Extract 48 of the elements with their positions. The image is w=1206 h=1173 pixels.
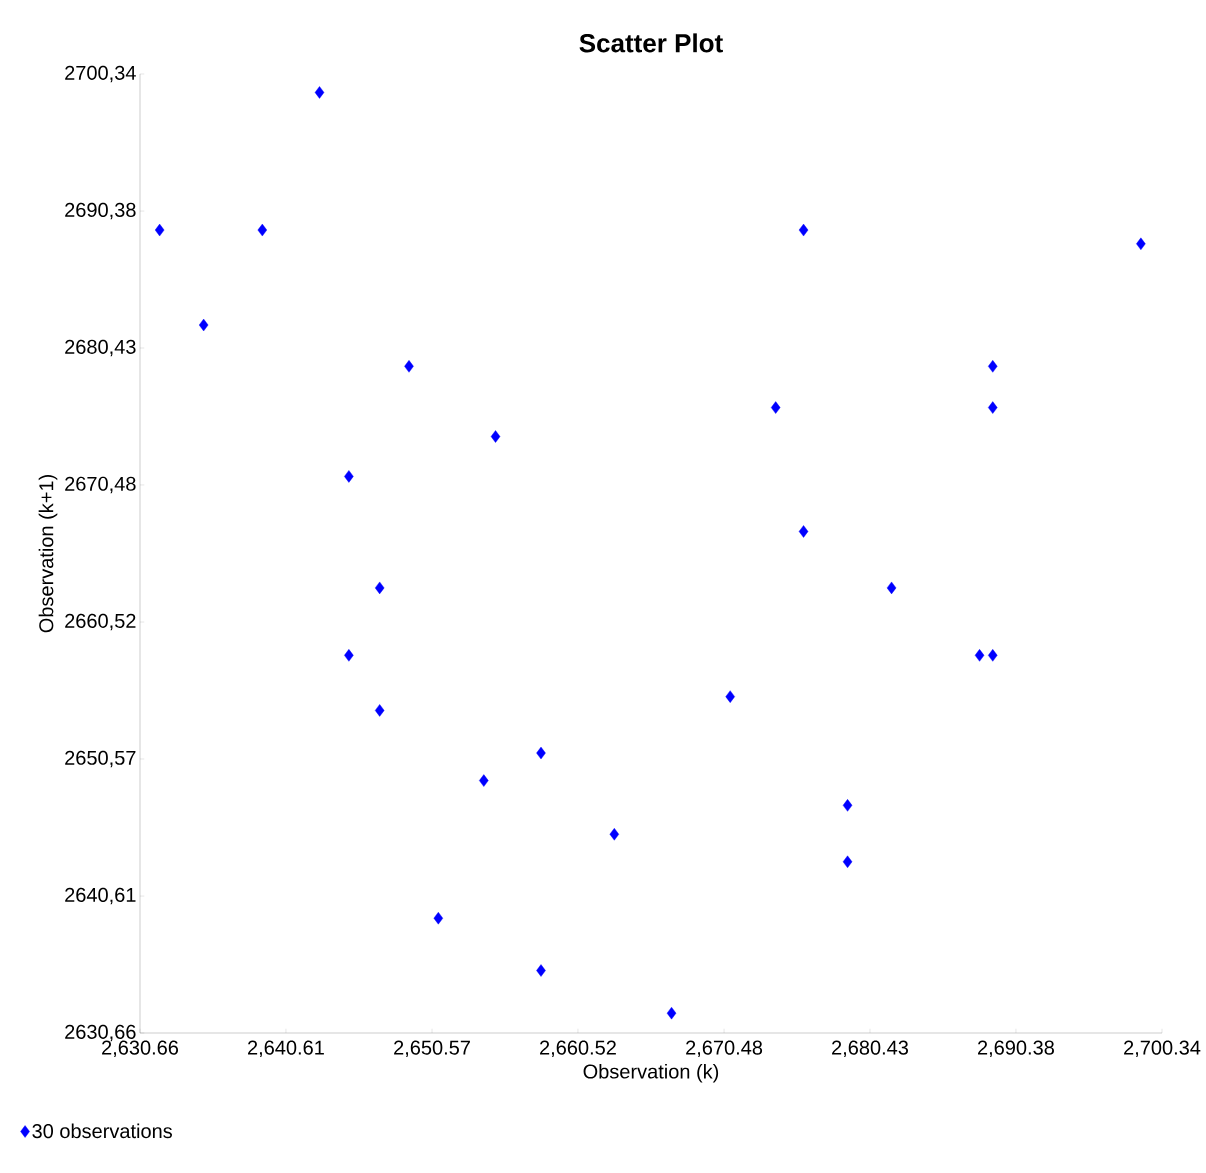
point: [609, 828, 620, 841]
y-tick-label: 2640,61: [65, 887, 136, 905]
point: [770, 401, 781, 414]
point: [798, 525, 809, 538]
y-tick-label: 2650,57: [65, 750, 136, 768]
point: [842, 855, 853, 868]
point: [666, 1006, 677, 1020]
x-axis-title: Observation (k): [583, 1063, 719, 1083]
point: [725, 690, 735, 703]
x-tick-label: 2,630.66: [102, 1040, 179, 1058]
x-tick-label: 2,650.57: [394, 1040, 470, 1058]
point: [842, 799, 853, 812]
x-tick-label: 2,660.52: [540, 1040, 616, 1058]
point: [154, 223, 165, 237]
point: [536, 964, 546, 977]
point: [886, 581, 897, 595]
x-tick-label: 2,680.43: [832, 1040, 909, 1058]
point: [988, 360, 998, 373]
y-tick-label: 2630,66: [65, 1024, 136, 1042]
y-tick-label: 2660,52: [65, 613, 136, 631]
x-tick-label: 2,700.34: [1124, 1040, 1201, 1058]
point: [314, 86, 325, 99]
y-axis-title: Observation (k+1): [38, 475, 58, 633]
point: [988, 649, 998, 662]
point: [798, 223, 809, 237]
point: [404, 360, 414, 373]
point: [344, 649, 354, 662]
x-tick-label: 2,640.61: [248, 1040, 324, 1058]
y-tick-label: 2700,34: [65, 65, 136, 83]
point: [536, 746, 546, 760]
point: [374, 704, 385, 717]
point: [974, 649, 985, 662]
point: [988, 401, 998, 414]
point: [257, 223, 268, 237]
point: [344, 470, 354, 483]
point: [490, 430, 501, 443]
y-tick-label: 2680,43: [65, 339, 136, 357]
x-tick-label: 2,690.38: [978, 1040, 1054, 1058]
x-tick-label: 2,670.48: [686, 1040, 763, 1058]
point: [374, 581, 385, 595]
point: [198, 318, 209, 332]
chart-title: Scatter Plot: [579, 33, 723, 53]
point: [433, 912, 444, 925]
point: [1136, 237, 1146, 251]
point: [479, 774, 489, 787]
legend-label: 30 observations: [32, 1123, 172, 1139]
y-tick-label: 2670,48: [65, 476, 136, 494]
y-tick-label: 2690,38: [65, 202, 136, 220]
